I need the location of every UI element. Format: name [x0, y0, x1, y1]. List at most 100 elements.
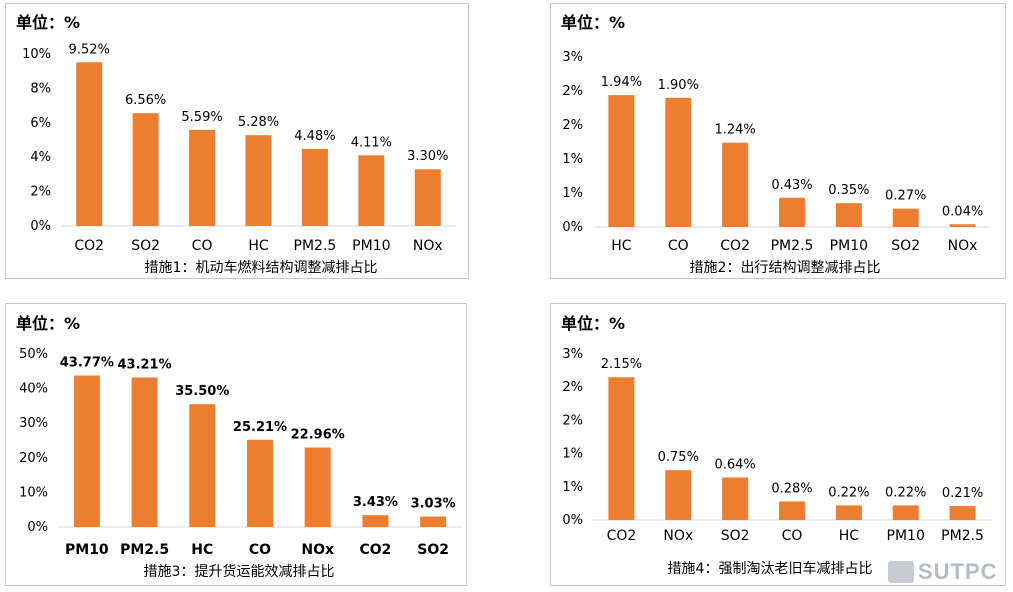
- bar: [608, 95, 635, 227]
- y-tick-label: 30%: [19, 416, 48, 431]
- bar: [665, 97, 692, 227]
- data-label: 3.03%: [411, 497, 456, 512]
- x-tick-label: PM10: [887, 528, 925, 544]
- data-label: 2.15%: [601, 357, 642, 372]
- data-label: 0.22%: [885, 485, 926, 500]
- y-tick-label: 0%: [27, 520, 48, 535]
- x-tick-label: CO: [192, 238, 213, 254]
- unit-label: 单位：%: [561, 13, 625, 32]
- data-label: 43.21%: [117, 357, 171, 372]
- sutpc-watermark: SUTPC: [888, 557, 1013, 587]
- x-tick-label: SO2: [131, 238, 160, 254]
- chart-panel-2: 单位：% 0% 1% 1% 2% 2% 3% 1.94% HC 1.90% CO 1.24% CO2 0.…: [550, 3, 1006, 279]
- data-label: 35.50%: [175, 384, 229, 399]
- chart-title: 措施1：机动车燃料结构调整减排占比: [145, 259, 378, 276]
- watermark-text: SUTPC: [918, 559, 998, 584]
- y-tick-label: 2%: [30, 185, 51, 200]
- x-tick-label: HC: [248, 238, 269, 254]
- chart-svg-4: 单位：% 0% 1% 1% 2% 2% 3% 2.15% CO2 0.75% NOx 0.64% SO2…: [561, 314, 991, 577]
- y-tick-label: 0%: [562, 513, 583, 528]
- data-label: 6.56%: [125, 93, 166, 108]
- bar: [132, 113, 159, 226]
- data-label: 25.21%: [233, 420, 287, 435]
- data-label: 1.90%: [658, 78, 699, 93]
- y-tick-label: 6%: [30, 116, 51, 131]
- bar: [949, 506, 976, 520]
- data-label: 5.28%: [238, 115, 279, 130]
- bar: [892, 505, 919, 520]
- bar: [949, 224, 976, 227]
- data-label: 0.28%: [771, 481, 812, 496]
- x-tick-label: SO2: [721, 528, 750, 544]
- bar: [245, 135, 272, 226]
- data-label: 0.27%: [885, 189, 926, 204]
- bar: [73, 375, 100, 527]
- y-tick-label: 20%: [19, 451, 48, 466]
- chart-panel-4: 单位：% 0% 1% 1% 2% 2% 3% 2.15% CO2 0.75% NOx 0.64% SO2…: [550, 303, 1006, 586]
- y-tick-label: 2%: [562, 118, 583, 133]
- data-label: 0.22%: [828, 485, 869, 500]
- chart-title: 措施4：强制淘汰老旧车减排占比: [668, 560, 873, 577]
- bar: [835, 203, 862, 227]
- bar: [414, 169, 441, 226]
- data-label: 5.59%: [181, 110, 222, 125]
- chart-panel-1: 单位：% 0% 2% 4% 6% 8% 10% 9.52% CO2 6.56% SO2 5.59% CO…: [5, 3, 469, 279]
- x-tick-label: PM2.5: [120, 542, 169, 558]
- data-label: 0.75%: [658, 450, 699, 465]
- y-tick-label: 1%: [562, 152, 583, 167]
- data-label: 0.43%: [771, 178, 812, 193]
- x-tick-label: CO2: [359, 542, 391, 558]
- x-tick-label: NOx: [948, 238, 978, 254]
- chart-svg-3: 单位：% 0% 10% 20% 30% 40% 50% 43.77% PM10 43.21% PM2…: [16, 314, 462, 580]
- bar: [247, 439, 273, 527]
- y-tick-label: 50%: [19, 347, 48, 362]
- data-label: 4.48%: [294, 129, 335, 144]
- bar: [665, 470, 692, 520]
- data-label: 0.64%: [714, 458, 755, 473]
- data-label: 0.21%: [942, 486, 983, 501]
- y-tick-label: 0%: [30, 219, 51, 234]
- chart-svg-2: 单位：% 0% 1% 1% 2% 2% 3% 1.94% HC 1.90% CO 1.24% CO2 0.…: [561, 13, 991, 276]
- x-tick-label: HC: [839, 528, 860, 544]
- x-tick-label: NOx: [663, 528, 693, 544]
- x-tick-label: CO: [668, 238, 689, 254]
- chart-panel-3: 单位：% 0% 10% 20% 30% 40% 50% 43.77% PM10 43.21% PM2…: [5, 303, 467, 586]
- bar: [420, 516, 447, 527]
- x-tick-label: SO2: [891, 238, 920, 254]
- y-tick-label: 10%: [22, 47, 51, 62]
- y-tick-label: 8%: [30, 81, 51, 96]
- unit-label: 单位：%: [561, 314, 625, 333]
- x-tick-label: HC: [191, 542, 213, 558]
- bar: [779, 501, 805, 520]
- data-label: 3.43%: [353, 495, 398, 510]
- bar: [189, 404, 216, 527]
- bar: [131, 377, 158, 527]
- data-label: 0.35%: [828, 183, 869, 198]
- y-tick-label: 2%: [562, 413, 583, 428]
- bar: [76, 62, 103, 227]
- unit-label: 单位：%: [16, 314, 80, 333]
- bar: [362, 515, 389, 527]
- y-tick-label: 2%: [562, 380, 583, 395]
- x-tick-label: HC: [611, 238, 632, 254]
- x-tick-label: PM2.5: [941, 528, 984, 544]
- x-tick-label: CO: [249, 542, 271, 558]
- bar: [304, 447, 331, 527]
- bar: [779, 197, 805, 227]
- x-tick-label: CO2: [720, 238, 750, 254]
- data-label: 22.96%: [291, 428, 345, 443]
- x-tick-label: PM2.5: [294, 238, 337, 254]
- y-tick-label: 3%: [562, 347, 583, 362]
- y-tick-label: 2%: [562, 84, 583, 99]
- x-tick-label: NOx: [413, 238, 443, 254]
- data-label: 1.94%: [601, 75, 642, 90]
- x-tick-label: SO2: [417, 542, 449, 558]
- y-tick-label: 0%: [562, 220, 583, 235]
- y-tick-label: 1%: [562, 480, 583, 495]
- x-tick-label: NOx: [301, 542, 334, 558]
- y-tick-label: 40%: [19, 382, 48, 397]
- x-tick-label: PM10: [830, 238, 868, 254]
- bar: [189, 129, 216, 226]
- y-tick-label: 10%: [19, 485, 48, 500]
- bar: [722, 142, 749, 227]
